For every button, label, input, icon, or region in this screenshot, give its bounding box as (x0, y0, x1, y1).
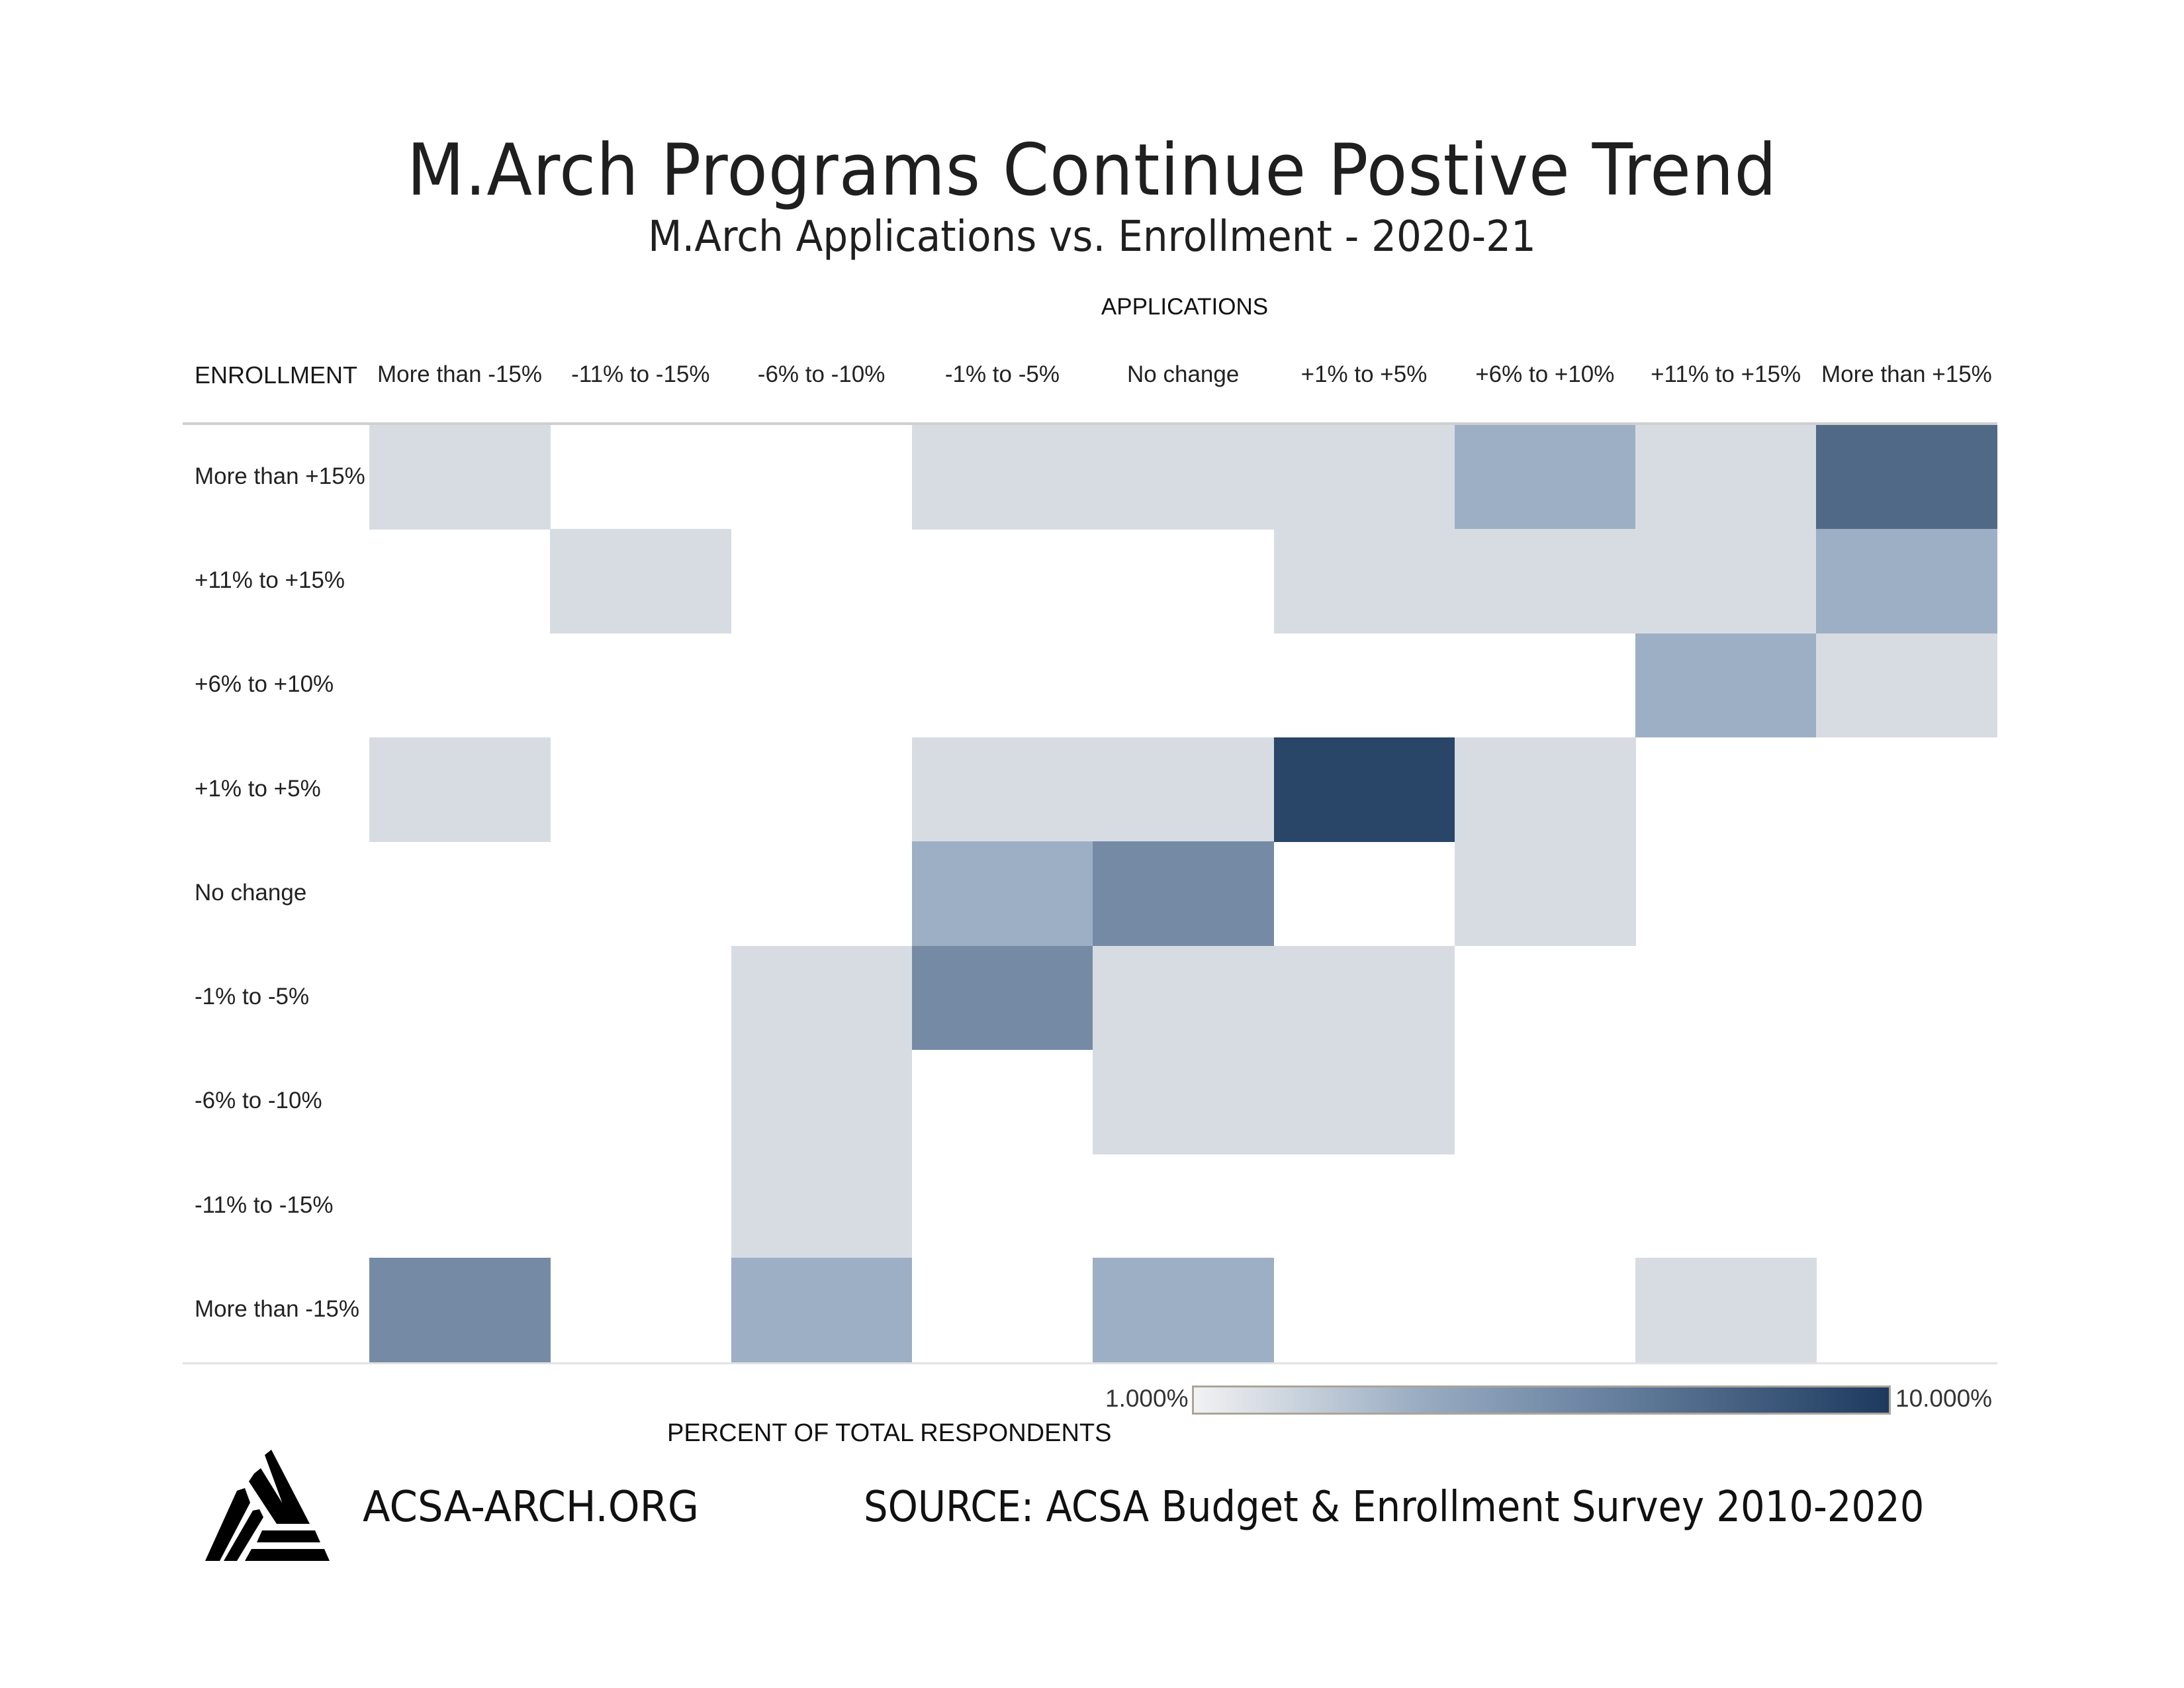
heatmap-cell (731, 1258, 913, 1363)
heatmap-cell (1635, 633, 1817, 738)
heatmap-cell (369, 425, 551, 530)
heatmap-cell (550, 529, 732, 634)
legend-max-label: 10.000% (1895, 1385, 1993, 1412)
grid-top-divider (183, 422, 1997, 425)
grid-bottom-divider (183, 1362, 1997, 1364)
heatmap-grid (369, 425, 1998, 1363)
heatmap-cell (1273, 945, 1455, 1051)
heatmap-cell (911, 737, 1093, 842)
heatmap-cell (1635, 425, 1817, 530)
x-tick-label: +6% to +10% (1475, 361, 1615, 387)
heatmap-cell (1093, 425, 1274, 530)
heatmap-cell (1273, 425, 1455, 530)
x-tick-label: -6% to -10% (757, 361, 886, 387)
heatmap-cell (911, 841, 1093, 946)
heatmap-cell (1816, 529, 1998, 634)
heatmap-cell (911, 945, 1093, 1051)
x-tick-label: More than -15% (377, 361, 543, 387)
y-tick-label: -1% to -5% (195, 984, 310, 1010)
website-link[interactable]: ACSA-ARCH.ORG (363, 1483, 700, 1532)
heatmap-cell (1816, 425, 1998, 530)
legend-min-label: 1.000% (1105, 1385, 1189, 1412)
x-axis-title: APPLICATIONS (1101, 294, 1269, 320)
y-tick-label: No change (195, 879, 307, 906)
heatmap-cell (369, 737, 551, 842)
heatmap-cell (1273, 529, 1455, 634)
heatmap-cell (1093, 1258, 1274, 1363)
heatmap-cell (1454, 529, 1636, 634)
y-axis-title: ENROLLMENT (195, 361, 358, 389)
chart-title: M.Arch Programs Continue Postive Trend (406, 129, 1778, 212)
x-tick-label: -1% to -5% (944, 361, 1060, 387)
heatmap-cell (1635, 529, 1817, 634)
heatmap-cell (1454, 737, 1636, 842)
y-tick-label: -11% to -15% (195, 1192, 334, 1218)
x-tick-label: No change (1127, 361, 1240, 387)
acsa-logo-icon (203, 1450, 334, 1564)
y-tick-label: More than +15% (195, 463, 365, 489)
heatmap-cell (731, 1049, 913, 1154)
y-tick-label: +1% to +5% (195, 775, 321, 802)
heatmap-cell (1454, 425, 1636, 530)
source-note: SOURCE: ACSA Budget & Enrollment Survey … (864, 1483, 1925, 1532)
y-tick-label: +6% to +10% (195, 671, 334, 698)
y-tick-label: -6% to -10% (195, 1088, 322, 1114)
heatmap-cell (1816, 633, 1998, 738)
y-tick-label: +11% to +15% (195, 567, 345, 593)
heatmap-cell (1093, 945, 1274, 1051)
y-tick-label: More than -15% (195, 1296, 360, 1323)
x-tick-label: +11% to +15% (1651, 361, 1801, 387)
heatmap-cell (1093, 841, 1274, 946)
x-tick-label: +1% to +5% (1300, 361, 1428, 387)
heatmap-cell (731, 1154, 913, 1258)
heatmap-cell (1093, 737, 1274, 842)
heatmap-cell (369, 1258, 551, 1363)
heatmap-cell (1273, 1049, 1455, 1154)
heatmap-cell (731, 945, 913, 1051)
heatmap-cell (1454, 841, 1636, 946)
heatmap-cell (911, 425, 1093, 530)
chart-subtitle: M.Arch Applications vs. Enrollment - 202… (648, 212, 1536, 261)
x-tick-label: More than +15% (1821, 361, 1992, 387)
legend-title: PERCENT OF TOTAL RESPONDENTS (667, 1419, 1112, 1447)
heatmap-cell (1093, 1049, 1274, 1154)
x-tick-label: -11% to -15% (571, 361, 710, 387)
heatmap-cell (1635, 1258, 1817, 1363)
legend-color-bar (1192, 1385, 1891, 1415)
heatmap-cell (1273, 737, 1455, 842)
